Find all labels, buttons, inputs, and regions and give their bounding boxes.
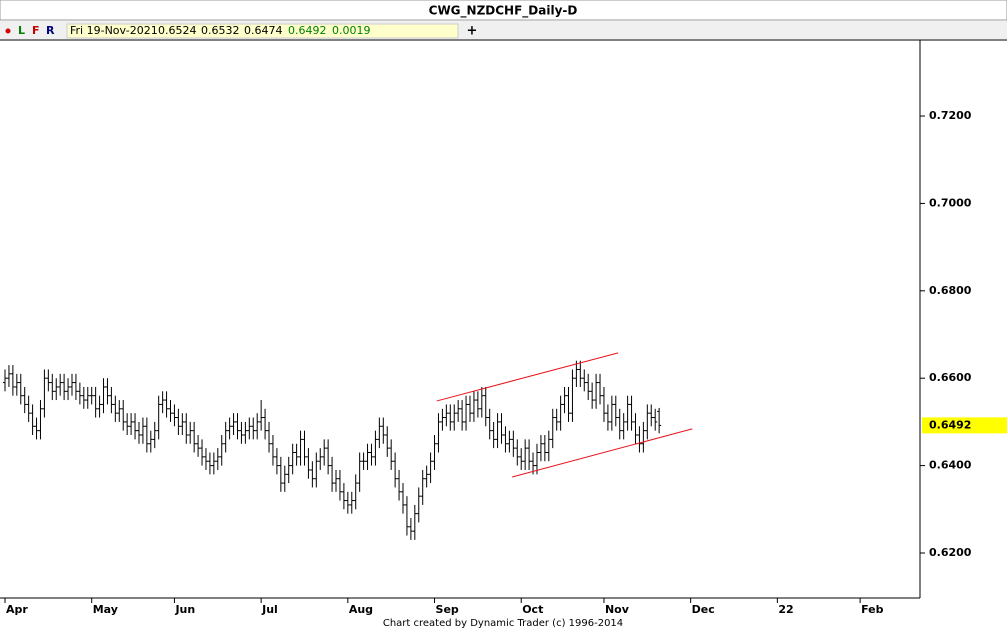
price-tag-label: 0.6492 <box>929 418 971 431</box>
x-tick-label: Sep <box>436 603 459 616</box>
info-high: 0.6532 <box>201 24 240 37</box>
x-tick-label: Jun <box>174 603 195 616</box>
chart-title: CWG_NZDCHF_Daily-D <box>429 4 578 19</box>
title-bar <box>0 0 1007 21</box>
x-tick-label: Dec <box>692 603 715 616</box>
trendline <box>512 428 693 478</box>
info-open: 0.6524 <box>158 24 197 37</box>
x-tick-label: Oct <box>522 603 543 616</box>
x-tick-label: 22 <box>778 603 793 616</box>
y-tick-label: 0.6800 <box>929 284 972 297</box>
status-dot <box>5 28 11 34</box>
y-tick-label: 0.7200 <box>929 109 972 122</box>
x-tick-label: Aug <box>349 603 373 616</box>
y-tick-label: 0.6200 <box>929 546 972 559</box>
info-change: 0.0019 <box>332 24 371 37</box>
toolbar-l[interactable]: L <box>18 24 25 37</box>
info-date: Fri 19-Nov-2021 <box>70 24 158 37</box>
x-tick-label: May <box>93 603 118 616</box>
x-tick-label: Feb <box>861 603 884 616</box>
info-close: 0.6492 <box>288 24 327 37</box>
trendline <box>436 352 619 402</box>
price-tag <box>922 417 1007 434</box>
y-tick-label: 0.6600 <box>929 371 972 384</box>
toolbar-f[interactable]: F <box>32 24 40 37</box>
info-low: 0.6474 <box>244 24 283 37</box>
x-tick-label: Apr <box>6 603 28 616</box>
info-box <box>66 23 459 39</box>
y-tick-label: 0.7000 <box>929 196 972 209</box>
footer: Chart created by Dynamic Trader (c) 1996… <box>383 618 623 629</box>
x-tick-label: Nov <box>605 603 630 616</box>
y-tick-label: 0.6400 <box>929 459 972 472</box>
x-tick-label: Jul <box>261 603 278 616</box>
add-button[interactable]: + <box>467 24 478 39</box>
toolbar-r[interactable]: R <box>46 24 55 37</box>
